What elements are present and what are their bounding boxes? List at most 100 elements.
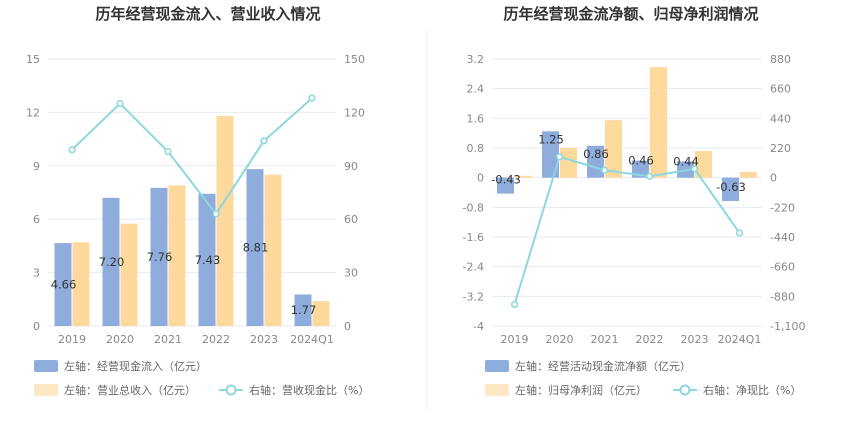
chart-title: 历年经营现金流入、营业收入情况 [95, 5, 320, 23]
bar-营业总收入 [120, 223, 138, 326]
legend-revenue[interactable]: 左轴：营业总收入（亿元） [64, 383, 196, 397]
left-axis-tick: 0 [33, 320, 40, 333]
bar-营业总收入 [216, 115, 234, 327]
legend-swatch-net-profit [485, 384, 509, 396]
category-tick: 2019 [501, 333, 529, 346]
left-axis-tick: 3 [33, 267, 40, 280]
data-label: -0.43 [491, 173, 521, 187]
category-tick: 2023 [250, 333, 278, 346]
bar-归母净利润 [515, 175, 532, 178]
chart-net-cash-profit: 历年经营现金流净额、归母净利润情况 -0.43 1.25 0.86 0.46 0.44 -… [463, 5, 806, 397]
data-label: 7.20 [99, 255, 125, 269]
right-axis-tick: -220 [770, 201, 795, 214]
line-point [735, 229, 744, 237]
bar-营业总收入 [72, 242, 90, 326]
right-axis-tick: 90 [344, 160, 358, 173]
left-axis-tick: -1.6 [463, 231, 484, 244]
right-axis-tick: 660 [770, 83, 791, 96]
category-tick: 2023 [681, 333, 709, 346]
left-axis-tick: -0.8 [463, 201, 484, 214]
line-point [164, 147, 172, 156]
right-axis-tick: 120 [344, 106, 365, 119]
line-point [600, 166, 609, 174]
line-point [645, 172, 654, 180]
data-label: 8.81 [243, 241, 269, 255]
right-axis-tick: -880 [770, 290, 795, 303]
legend-cash-inflow[interactable]: 左轴：经营现金流入（亿元） [64, 359, 207, 373]
left-axis-tick: 0.8 [467, 142, 485, 155]
left-axis-tick: 12 [26, 106, 40, 119]
bar-经营现金流入 [150, 187, 168, 326]
left-axis-tick: 0 [477, 172, 484, 185]
bar-经营活动现金流净额 [542, 131, 559, 178]
category-tick: 2024Q1 [718, 333, 762, 346]
bar-营业总收入 [312, 301, 330, 326]
category-tick: 2021 [154, 333, 182, 346]
bar-经营现金流入 [54, 243, 72, 326]
category-tick: 2019 [58, 333, 86, 346]
bar-归母净利润 [740, 172, 757, 178]
bar-经营活动现金流净额 [632, 160, 649, 178]
bar-经营现金流入 [294, 294, 312, 326]
data-label: 0.86 [583, 147, 609, 161]
line-point [116, 99, 124, 108]
bar-经营现金流入 [198, 193, 216, 326]
chart-cash-inflow-revenue: 历年经营现金流入、营业收入情况 4.66 7.20 7.76 7.43 8.81 1.77… [26, 5, 369, 397]
data-label: -0.63 [716, 180, 746, 194]
left-axis-tick: 1.6 [467, 112, 485, 125]
legend-net-ratio[interactable]: 右轴：净现比（%） [703, 383, 801, 397]
right-axis-tick: 440 [770, 112, 791, 125]
bar-经营现金流入 [246, 169, 264, 326]
legend-ratio[interactable]: 右轴：营收现金比（%） [249, 383, 369, 397]
left-axis-tick: -2.4 [463, 261, 484, 274]
legend-swatch-net-cash [485, 360, 509, 372]
bar-归母净利润 [560, 148, 577, 178]
category-tick: 2022 [636, 333, 664, 346]
left-axis-tick: 3.2 [467, 53, 485, 66]
bar-经营活动现金流净额 [497, 177, 514, 194]
data-label: 1.25 [538, 132, 564, 146]
right-axis-tick: -440 [770, 231, 795, 244]
line-point [555, 153, 564, 161]
bar-营业总收入 [168, 185, 186, 326]
data-label: 7.76 [147, 250, 173, 264]
left-axis-tick: 15 [26, 53, 40, 66]
right-axis-tick: 880 [770, 53, 791, 66]
left-axis-tick: 9 [33, 160, 40, 173]
category-tick: 2024Q1 [290, 333, 334, 346]
right-axis-tick: 150 [344, 53, 365, 66]
right-axis-tick: 0 [770, 172, 777, 185]
line-营收现金比 [71, 97, 313, 216]
legend-swatch-cash-inflow [34, 360, 58, 372]
bar-经营活动现金流净额 [722, 177, 739, 202]
right-axis-tick: 60 [344, 213, 358, 226]
right-axis-tick: -1,100 [770, 320, 805, 333]
legend-net-profit[interactable]: 左轴：归母净利润（亿元） [515, 383, 647, 397]
line-point [212, 210, 220, 218]
right-axis-tick: 30 [344, 267, 358, 280]
line-point [68, 146, 76, 154]
category-tick: 2022 [202, 333, 230, 346]
line-point [308, 94, 316, 102]
data-label: 0.46 [628, 154, 654, 168]
category-tick: 2020 [106, 333, 134, 346]
category-tick: 2020 [546, 333, 574, 346]
right-axis-tick: 0 [344, 320, 351, 333]
legend-swatch-ratio-dot [225, 384, 237, 396]
chart-title: 历年经营现金流净额、归母净利润情况 [503, 5, 758, 23]
data-label: 0.44 [673, 154, 699, 168]
bar-归母净利润 [605, 120, 622, 178]
right-axis-tick: 220 [770, 142, 791, 155]
left-axis-tick: 2.4 [467, 83, 485, 96]
bar-营业总收入 [264, 174, 282, 326]
line-point [510, 300, 519, 309]
legend-net-cash[interactable]: 左轴：经营活动现金流净额（亿元） [515, 359, 691, 373]
left-axis-tick: 6 [33, 213, 40, 226]
bar-归母净利润 [695, 150, 712, 178]
legend-swatch-revenue [34, 384, 58, 396]
left-axis-tick: -4 [473, 320, 484, 333]
bar-经营现金流入 [102, 197, 120, 326]
line-point [690, 165, 699, 173]
line-point [260, 137, 268, 145]
